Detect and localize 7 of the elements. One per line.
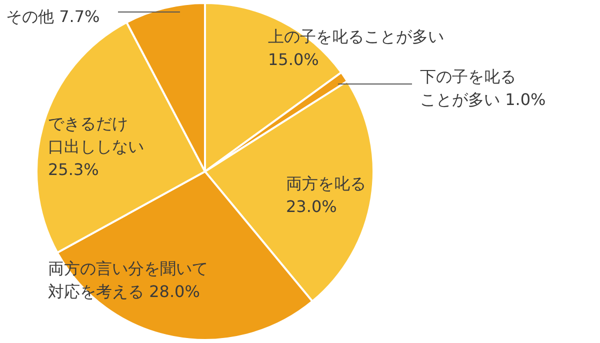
data-label: 15.0% <box>268 50 319 70</box>
slice-label: 両方を叱る <box>286 174 366 194</box>
slice-label: できるだけ口出ししない <box>48 114 144 156</box>
data-label: 25.3% <box>48 160 99 180</box>
data-label: 23.0% <box>286 197 337 216</box>
slice-label: 下の子を叱ることが多い 1.0% <box>420 67 546 110</box>
slice-label: その他 7.7% <box>6 7 100 26</box>
